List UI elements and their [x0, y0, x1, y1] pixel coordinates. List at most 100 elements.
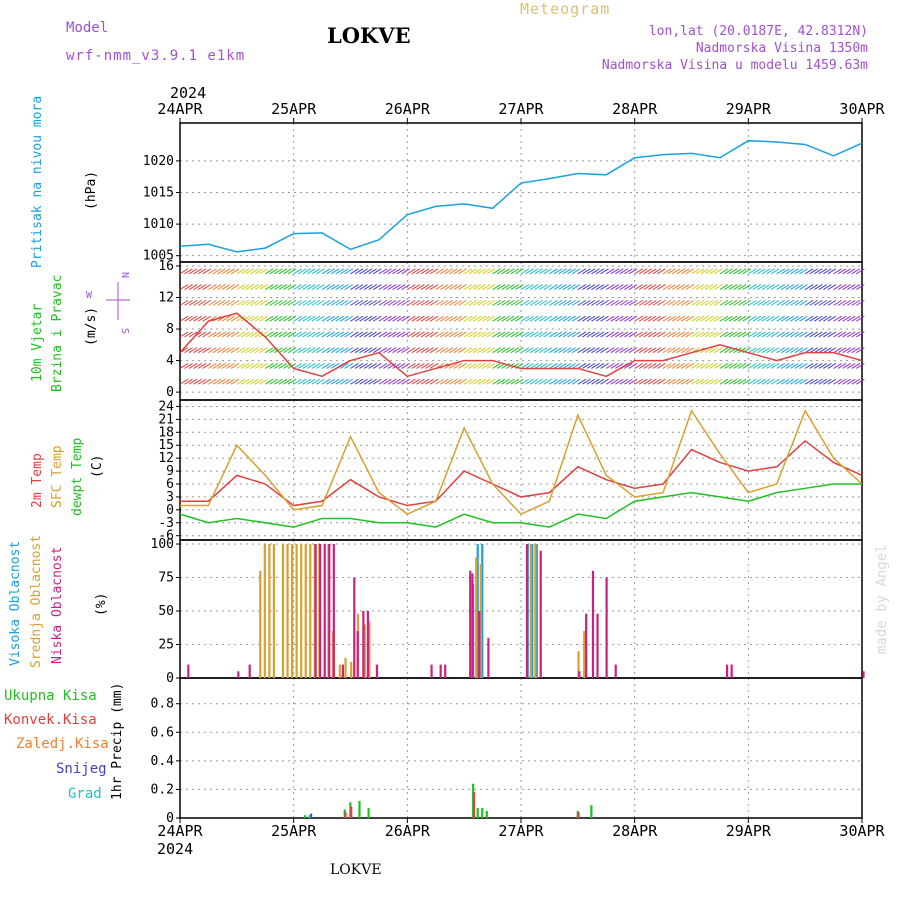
- wind-barb: [335, 331, 344, 338]
- wind-barb: [496, 268, 506, 275]
- wind-barb: [761, 378, 771, 385]
- wind-barb: [842, 347, 851, 354]
- wind-barb: [638, 284, 648, 291]
- wind-barb: [392, 347, 401, 354]
- wind-barb: [429, 347, 439, 354]
- bar-cloud_cover: [591, 570, 595, 678]
- wind-barb: [600, 284, 609, 291]
- wind-barb: [340, 378, 349, 385]
- wind-barb: [444, 378, 454, 385]
- wind-barb: [567, 331, 576, 338]
- wind-barb: [776, 299, 786, 306]
- bar-cloud_cover: [366, 611, 370, 678]
- wind-barb: [311, 268, 321, 275]
- bar-cloud_cover: [583, 631, 586, 678]
- wind-barb: [781, 299, 790, 306]
- wind-barb: [813, 363, 823, 369]
- wind-barb: [719, 315, 729, 322]
- bar-precip: [358, 800, 361, 818]
- wind-barb: [283, 331, 292, 338]
- wind-barb: [515, 378, 524, 385]
- wind-barb: [591, 299, 600, 306]
- wind-barb: [842, 331, 851, 338]
- wind-barb: [733, 299, 742, 306]
- bar-cloud_cover: [368, 621, 371, 678]
- wind-barb: [245, 347, 255, 354]
- wind-barb: [496, 299, 506, 306]
- wind-barb: [250, 299, 259, 306]
- wind-barb: [416, 284, 425, 291]
- wind-barb: [449, 363, 458, 369]
- wind-barb: [179, 284, 189, 291]
- wind-barb: [440, 284, 449, 291]
- wind-barb: [208, 363, 217, 369]
- y-tick-label: -6: [158, 529, 174, 544]
- wind-barb: [302, 363, 312, 369]
- wind-barb: [368, 331, 377, 338]
- wind-barb: [420, 347, 430, 354]
- wind-barb: [396, 299, 406, 306]
- wind-barb: [193, 268, 202, 275]
- wind-barb: [444, 315, 454, 322]
- wind-barb: [733, 363, 742, 369]
- wind-barb: [605, 268, 615, 275]
- wind-barb: [221, 284, 231, 291]
- wind-barb: [700, 268, 709, 275]
- wind-barb: [350, 363, 359, 369]
- wind-barb: [449, 284, 458, 291]
- wind-barb: [648, 363, 657, 369]
- wind-barb: [761, 347, 771, 354]
- wind-barb: [781, 315, 790, 322]
- wind-barb: [757, 331, 766, 338]
- wind-barb: [212, 363, 222, 369]
- wind-barb: [259, 315, 268, 322]
- wind-barb: [757, 299, 766, 306]
- wind-barb: [197, 315, 207, 322]
- wind-barb: [534, 347, 543, 354]
- bar-cloud_cover: [577, 651, 580, 678]
- wind-barb: [851, 284, 861, 291]
- wind-barb: [269, 268, 279, 275]
- wind-barb: [307, 347, 316, 354]
- wind-barb: [354, 331, 364, 338]
- wind-barb: [326, 315, 335, 322]
- wind-barb: [667, 347, 676, 354]
- wind-barb: [856, 363, 865, 369]
- wind-barb: [538, 299, 548, 306]
- bar-cloud_cover: [268, 544, 271, 678]
- wind-barb: [591, 315, 600, 322]
- wind-speed-line: [179, 312, 863, 378]
- wind-barb: [818, 378, 828, 385]
- wind-barb: [752, 363, 762, 369]
- wind-barb: [652, 284, 662, 291]
- wind-barb: [283, 315, 292, 322]
- wind-barb: [549, 378, 558, 385]
- wind-barb: [407, 347, 416, 354]
- wind-barb: [401, 378, 410, 385]
- wind-barb: [401, 347, 410, 354]
- wind-barb: [691, 331, 700, 338]
- wind-barb: [217, 363, 226, 369]
- wind-barb: [586, 331, 596, 338]
- wind-barb: [321, 331, 331, 338]
- wind-barb: [463, 284, 473, 291]
- wind-barb: [553, 299, 563, 306]
- wind-barb: [468, 315, 477, 322]
- wind-barb: [851, 363, 861, 369]
- wind-barb: [671, 299, 681, 306]
- wind-barb: [264, 268, 274, 275]
- bar-cloud_cover: [481, 544, 484, 678]
- bar-cloud_cover: [605, 577, 608, 678]
- wind-barb: [429, 284, 439, 291]
- wind-barb: [534, 315, 543, 322]
- wind-barb: [818, 315, 828, 322]
- bar-cloud_cover: [328, 544, 331, 678]
- wind-barb: [202, 378, 211, 385]
- wind-barb: [737, 331, 747, 338]
- wind-barb: [776, 331, 786, 338]
- wind-barb: [652, 331, 662, 338]
- wind-barb: [226, 268, 235, 275]
- wind-barb: [748, 284, 757, 291]
- wind-barb: [501, 331, 510, 338]
- wind-barb: [538, 331, 548, 338]
